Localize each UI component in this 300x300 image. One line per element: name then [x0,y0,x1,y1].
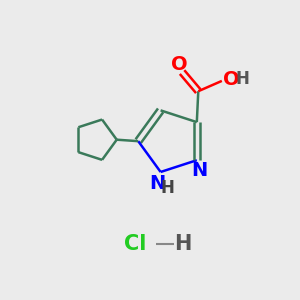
Text: H: H [174,234,191,254]
Text: N: N [149,174,165,193]
Text: O: O [223,70,240,89]
Text: O: O [171,55,188,74]
Text: H: H [160,179,174,197]
Text: Cl: Cl [124,234,146,254]
Text: N: N [192,161,208,180]
Text: H: H [236,70,249,88]
